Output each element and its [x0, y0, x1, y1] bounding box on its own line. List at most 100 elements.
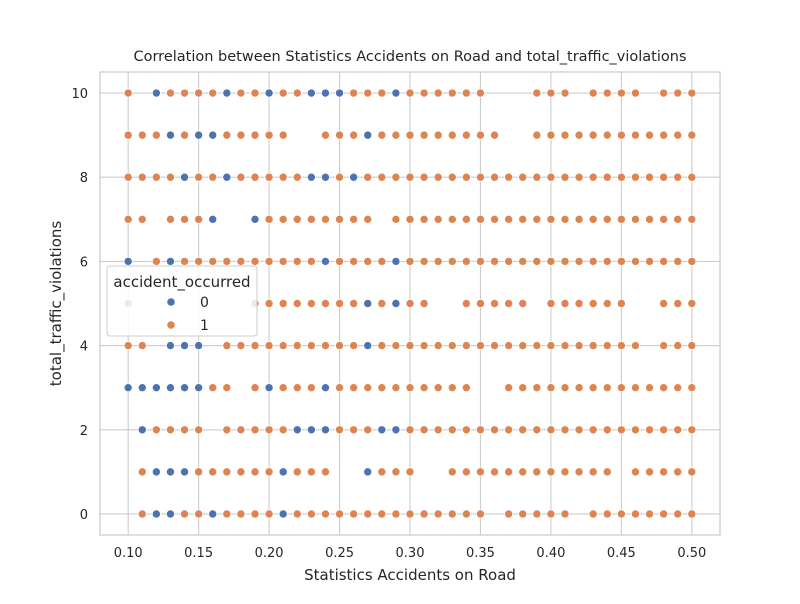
data-point-class-1: [602, 425, 612, 435]
data-point-class-1: [349, 425, 359, 435]
data-point-class-1: [490, 298, 500, 308]
data-point-class-0: [194, 383, 204, 393]
data-point-class-1: [137, 467, 147, 477]
data-point-class-1: [405, 383, 415, 393]
data-point-class-0: [320, 256, 330, 266]
data-point-class-1: [292, 298, 302, 308]
data-point-class-1: [349, 130, 359, 140]
data-point-class-1: [278, 214, 288, 224]
data-point-class-1: [574, 214, 584, 224]
data-point-class-1: [574, 256, 584, 266]
y-tick-label: 2: [80, 424, 88, 439]
data-point-class-1: [419, 88, 429, 98]
data-point-class-1: [236, 256, 246, 266]
data-point-class-1: [475, 425, 485, 435]
data-point-class-1: [475, 341, 485, 351]
data-point-class-1: [123, 214, 133, 224]
data-point-class-1: [659, 130, 669, 140]
data-point-class-1: [546, 88, 556, 98]
data-point-class-1: [137, 130, 147, 140]
data-point-class-1: [588, 88, 598, 98]
data-point-class-1: [630, 256, 640, 266]
data-point-class-1: [560, 383, 570, 393]
data-point-class-1: [377, 130, 387, 140]
data-point-class-1: [194, 214, 204, 224]
data-point-class-1: [433, 130, 443, 140]
data-point-class-0: [320, 383, 330, 393]
data-point-class-1: [546, 509, 556, 519]
data-point-class-1: [391, 172, 401, 182]
data-point-class-1: [560, 172, 570, 182]
data-point-class-1: [165, 172, 175, 182]
x-tick-label: 0.30: [396, 546, 425, 561]
data-point-class-1: [475, 172, 485, 182]
data-point-class-1: [504, 214, 514, 224]
data-point-class-1: [306, 467, 316, 477]
data-point-class-1: [673, 298, 683, 308]
data-point-class-1: [546, 130, 556, 140]
data-point-class-1: [180, 509, 190, 519]
data-point-class-1: [208, 172, 218, 182]
data-point-class-1: [335, 341, 345, 351]
data-point-class-1: [349, 256, 359, 266]
data-point-class-0: [306, 425, 316, 435]
data-point-class-1: [419, 130, 429, 140]
data-point-class-1: [532, 341, 542, 351]
data-point-class-1: [194, 425, 204, 435]
data-point-class-1: [349, 298, 359, 308]
data-point-class-1: [461, 425, 471, 435]
data-point-class-1: [292, 383, 302, 393]
data-point-class-1: [630, 425, 640, 435]
data-point-class-1: [645, 130, 655, 140]
data-point-class-1: [475, 214, 485, 224]
data-point-class-1: [264, 214, 274, 224]
data-point-class-1: [532, 256, 542, 266]
data-point-class-1: [335, 214, 345, 224]
data-point-class-1: [377, 88, 387, 98]
data-point-class-1: [222, 509, 232, 519]
data-point-class-0: [165, 383, 175, 393]
data-point-class-1: [137, 341, 147, 351]
data-point-class-1: [180, 214, 190, 224]
data-point-class-1: [546, 256, 556, 266]
data-point-class-1: [504, 256, 514, 266]
data-point-class-1: [588, 383, 598, 393]
data-point-class-1: [574, 341, 584, 351]
data-point-class-1: [335, 130, 345, 140]
data-point-class-1: [419, 425, 429, 435]
data-point-class-1: [123, 172, 133, 182]
data-point-class-0: [320, 88, 330, 98]
data-point-class-1: [659, 88, 669, 98]
data-point-class-1: [532, 383, 542, 393]
data-point-class-1: [165, 214, 175, 224]
data-point-class-1: [630, 214, 640, 224]
data-point-class-1: [137, 214, 147, 224]
data-point-class-1: [447, 341, 457, 351]
data-point-class-1: [250, 341, 260, 351]
data-point-class-1: [137, 172, 147, 182]
data-point-class-1: [433, 509, 443, 519]
data-point-class-1: [349, 214, 359, 224]
data-point-class-1: [250, 172, 260, 182]
data-point-class-1: [532, 172, 542, 182]
data-point-class-1: [278, 298, 288, 308]
data-point-class-1: [433, 425, 443, 435]
data-point-class-1: [659, 425, 669, 435]
data-point-class-1: [363, 256, 373, 266]
data-point-class-1: [405, 467, 415, 477]
data-point-class-1: [320, 214, 330, 224]
data-point-class-1: [222, 130, 232, 140]
data-point-class-1: [602, 172, 612, 182]
data-point-class-1: [391, 341, 401, 351]
data-point-class-0: [278, 467, 288, 477]
data-point-class-0: [180, 467, 190, 477]
data-point-class-1: [602, 130, 612, 140]
data-point-class-1: [208, 88, 218, 98]
data-point-class-1: [335, 172, 345, 182]
data-point-class-1: [673, 341, 683, 351]
data-point-class-0: [363, 467, 373, 477]
data-point-class-0: [264, 383, 274, 393]
data-point-class-1: [236, 509, 246, 519]
x-tick-label: 0.50: [677, 546, 706, 561]
data-point-class-1: [377, 298, 387, 308]
